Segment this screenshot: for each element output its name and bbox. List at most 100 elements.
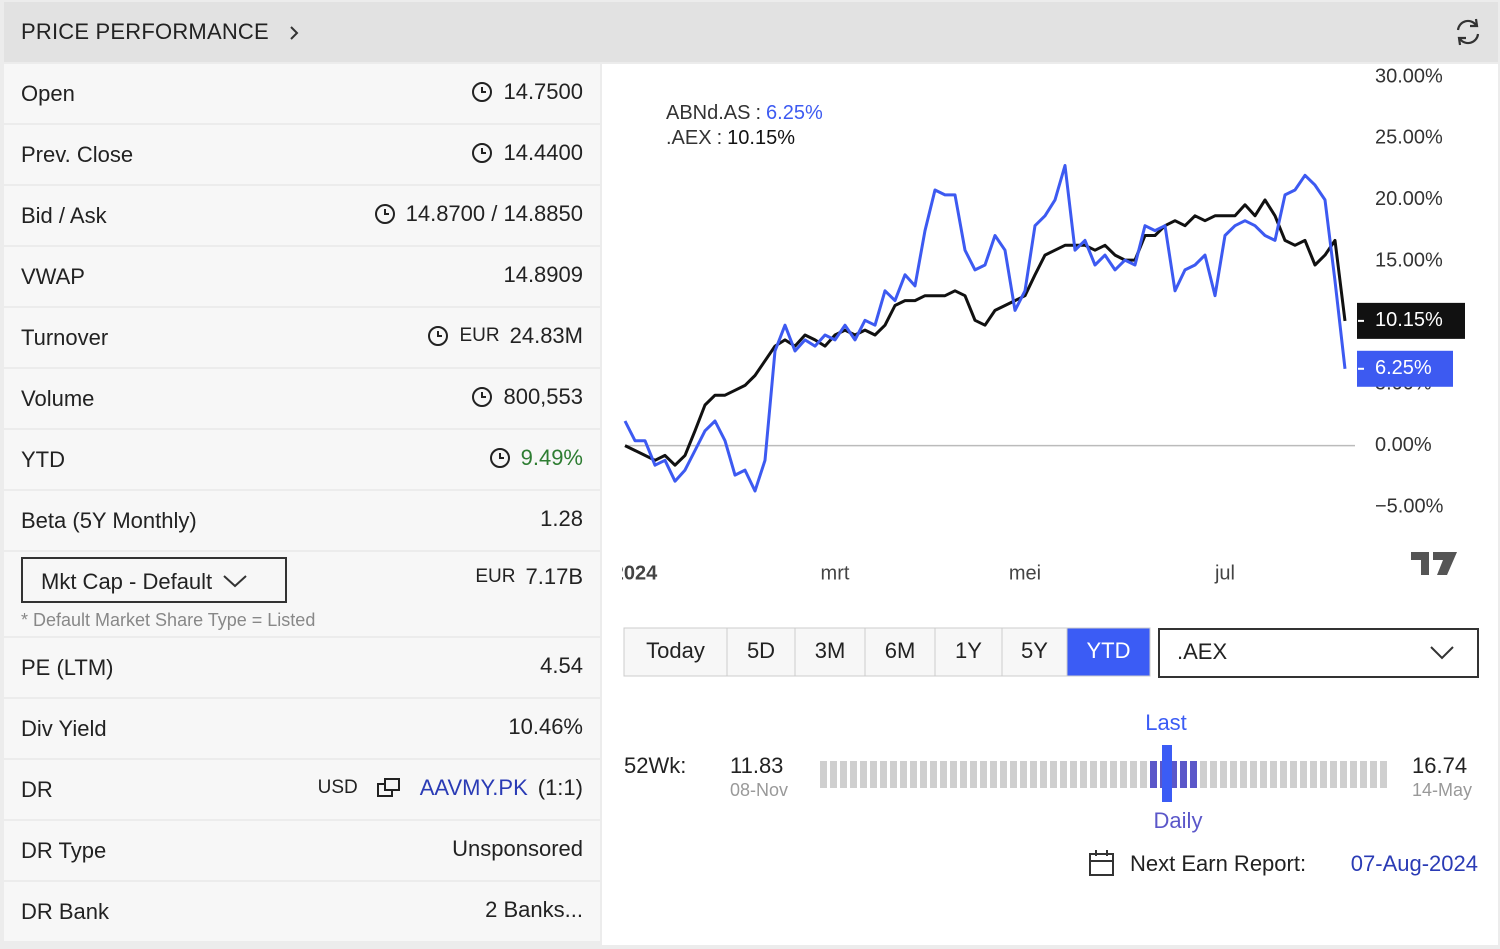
dropdown-icon <box>1430 646 1454 660</box>
range-segment <box>1190 761 1197 788</box>
mkt-cap-selector[interactable]: Mkt Cap - Default <box>21 557 287 603</box>
range-segment <box>1020 761 1027 788</box>
range-button[interactable] <box>794 627 866 677</box>
range-segment <box>1310 761 1317 788</box>
range-button[interactable] <box>864 627 936 677</box>
range-segment <box>860 761 867 788</box>
range-segment <box>900 761 907 788</box>
plot-area: 2024 mrt mei jul <box>622 164 1347 584</box>
clock-icon <box>472 82 493 102</box>
dr-link[interactable]: AAVMY.PK <box>419 775 528 800</box>
header-title[interactable]: PRICE PERFORMANCE <box>21 19 269 44</box>
range-segment <box>1010 761 1017 788</box>
range-segment <box>950 761 957 788</box>
table-row: Bid / Ask 14.8700 / 14.8850 <box>4 186 600 245</box>
row-value: 9.49% <box>520 445 583 470</box>
range-segment <box>1230 761 1237 788</box>
range-button[interactable] <box>726 627 796 677</box>
currency: EUR <box>475 566 516 587</box>
row-value: 14.7500 <box>503 79 583 104</box>
range-segment <box>880 761 887 788</box>
range-button-label: 5Y <box>1021 638 1048 663</box>
range-segment <box>820 761 827 788</box>
last-value-badge <box>1357 350 1453 387</box>
y-tick-label: −5.00% <box>1375 495 1444 517</box>
earnings-label: Next Earn Report: <box>1130 851 1306 876</box>
range-segment <box>1280 761 1287 788</box>
range-segment <box>960 761 967 788</box>
row-label: DR Type <box>21 838 107 863</box>
range-segment <box>1300 761 1307 788</box>
range-button[interactable] <box>1001 627 1068 677</box>
row-label: Div Yield <box>21 716 107 741</box>
clock-icon <box>489 448 510 468</box>
range-button[interactable] <box>623 627 728 677</box>
range-segment <box>1060 761 1067 788</box>
range-segment <box>840 761 847 788</box>
range-segment <box>920 761 927 788</box>
range-button[interactable] <box>1066 627 1151 677</box>
range-segment <box>910 761 917 788</box>
row-label: Prev. Close <box>21 142 134 167</box>
row-value: 14.8909 <box>503 262 583 287</box>
external-icon <box>376 778 400 797</box>
row-values: 4.54 <box>540 653 583 679</box>
row-value: 4.54 <box>540 653 583 678</box>
row-label: Bid / Ask <box>21 203 107 228</box>
week52-low-date: 08-Nov <box>730 780 788 800</box>
range-segment <box>1210 761 1217 788</box>
range-button-label: 3M <box>815 638 846 663</box>
range-segment <box>1100 761 1107 788</box>
range-segment <box>1080 761 1087 788</box>
y-tick-label: 15.00% <box>1375 250 1443 272</box>
tv-logo <box>1411 552 1457 575</box>
row-value: 14.8700 / 14.8850 <box>405 201 583 226</box>
row-value: 7.17B <box>525 564 584 589</box>
range-segment <box>1240 761 1247 788</box>
range-button-label: Today <box>646 638 705 663</box>
range-segment <box>1140 761 1147 788</box>
row-values: 9.49% <box>489 445 583 471</box>
x-tick-label: jul <box>1214 562 1235 584</box>
row-values: EUR 7.17B <box>475 564 583 590</box>
table-row: Volume 800,553 <box>4 369 600 428</box>
range-button-label: 1Y <box>955 638 982 663</box>
y-tick-label: 25.00% <box>1375 127 1443 149</box>
row-label: PE (LTM) <box>21 655 114 680</box>
price-line <box>623 164 1347 493</box>
clock-icon <box>428 326 449 346</box>
compare-dropdown[interactable] <box>1158 628 1479 678</box>
row-label: Volume <box>21 386 95 411</box>
last-value-label: 10.15% <box>1375 309 1443 331</box>
header: PRICE PERFORMANCE <box>4 2 1498 62</box>
row-values: 2 Banks... <box>485 897 583 923</box>
row-label: Turnover <box>21 325 109 350</box>
range-segment <box>1200 761 1207 788</box>
range-segment <box>1000 761 1007 788</box>
refresh-icon[interactable] <box>1452 16 1484 48</box>
row-value: 2 Banks... <box>485 897 583 922</box>
range-segment <box>1050 761 1057 788</box>
y-tick-label: 30.00% <box>1375 65 1443 87</box>
range-segment <box>1130 761 1137 788</box>
table-row: YTD 9.49% <box>4 430 600 489</box>
range-segment <box>930 761 937 788</box>
row-label: DR <box>21 777 53 802</box>
range-button[interactable] <box>934 627 1003 677</box>
range-button-label: 6M <box>885 638 916 663</box>
selector-text: Mkt Cap - Default <box>41 569 213 594</box>
week52-high-date: 14-May <box>1412 780 1472 800</box>
last-value-badge <box>1357 302 1465 339</box>
range-segment <box>970 761 977 788</box>
range-segment <box>1350 761 1357 788</box>
row-values: 14.4400 <box>471 140 583 166</box>
range-segment <box>990 761 997 788</box>
row-value: 800,553 <box>503 384 583 409</box>
range-segment <box>1180 761 1187 788</box>
currency: EUR <box>459 325 500 346</box>
row-values: 14.8909 <box>503 262 583 288</box>
row-value: 1.28 <box>540 506 583 531</box>
range-segment <box>870 761 877 788</box>
currency: USD <box>317 777 358 798</box>
range-segment <box>1270 761 1277 788</box>
